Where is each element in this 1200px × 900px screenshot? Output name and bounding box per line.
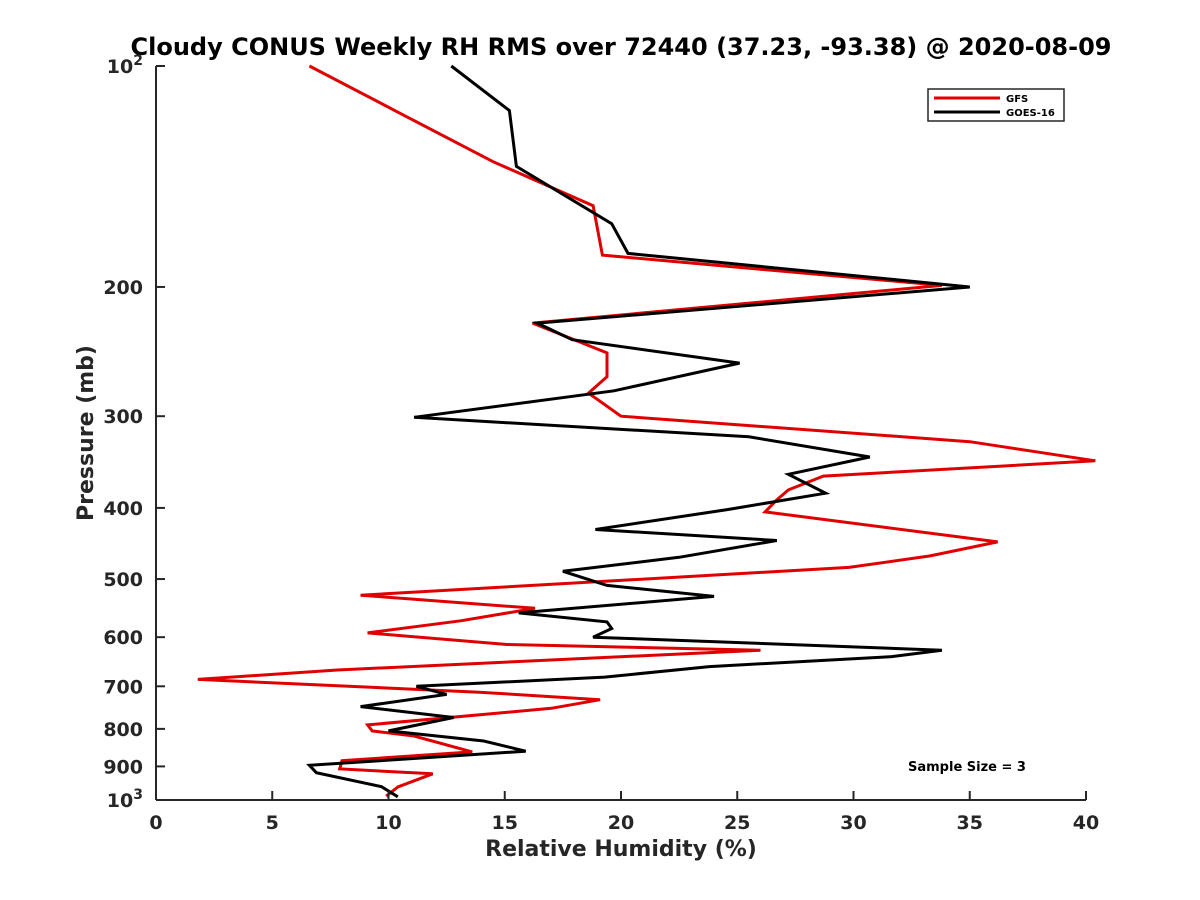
y-tick-label: 103 xyxy=(107,787,143,812)
x-tick-label: 5 xyxy=(266,812,279,834)
y-tick-label-base: 600 xyxy=(103,627,143,649)
y-tick-label-base: 400 xyxy=(103,498,143,520)
y-tick-label: 102 xyxy=(107,53,143,78)
y-tick-label: 800 xyxy=(103,719,143,741)
sample-size-annotation: Sample Size = 3 xyxy=(908,760,1026,775)
x-tick-label: 35 xyxy=(957,812,983,834)
y-tick-label: 700 xyxy=(103,676,143,698)
plot-area xyxy=(155,64,1096,801)
x-tick-label: 30 xyxy=(840,812,866,834)
x-tick-label: 40 xyxy=(1073,812,1099,834)
legend-label-gfs: GFS xyxy=(1006,94,1028,105)
y-tick-label-base: 900 xyxy=(103,756,143,778)
y-tick-label-base: 10 xyxy=(107,56,133,78)
y-tick-label: 900 xyxy=(103,756,143,778)
legend-label-goes-16: GOES-16 xyxy=(1006,108,1055,119)
y-tick-label: 600 xyxy=(103,627,143,649)
y-tick-label-base: 700 xyxy=(103,676,143,698)
legend-box xyxy=(927,88,1065,122)
y-tick-label: 200 xyxy=(103,277,143,299)
y-tick-label-base: 500 xyxy=(103,569,143,591)
y-tick-label-exponent: 3 xyxy=(133,787,143,803)
y-tick-label: 500 xyxy=(103,569,143,591)
y-tick-label-exponent: 2 xyxy=(133,53,143,69)
x-tick-label: 25 xyxy=(724,812,750,834)
y-tick-label: 400 xyxy=(103,498,143,520)
y-tick-label-base: 10 xyxy=(107,790,133,812)
y-tick-label: 300 xyxy=(103,406,143,428)
y-tick-label-base: 200 xyxy=(103,277,143,299)
legend: GFS GOES-16 xyxy=(927,88,1065,122)
x-tick-label: 20 xyxy=(608,812,634,834)
x-axis: 0 5 10 15 20 25 30 35 40 xyxy=(149,791,1099,834)
y-tick-label-base: 800 xyxy=(103,719,143,741)
x-axis-label: Relative Humidity (%) xyxy=(485,837,757,862)
y-axis-label: Pressure (mb) xyxy=(74,345,99,521)
x-tick-label: 15 xyxy=(492,812,518,834)
chart-title: Cloudy CONUS Weekly RH RMS over 72440 (3… xyxy=(131,33,1112,61)
x-tick-label: 10 xyxy=(375,812,401,834)
y-tick-label-base: 300 xyxy=(103,406,143,428)
x-tick-label: 0 xyxy=(149,812,162,834)
series-line-goes-16 xyxy=(306,64,970,799)
